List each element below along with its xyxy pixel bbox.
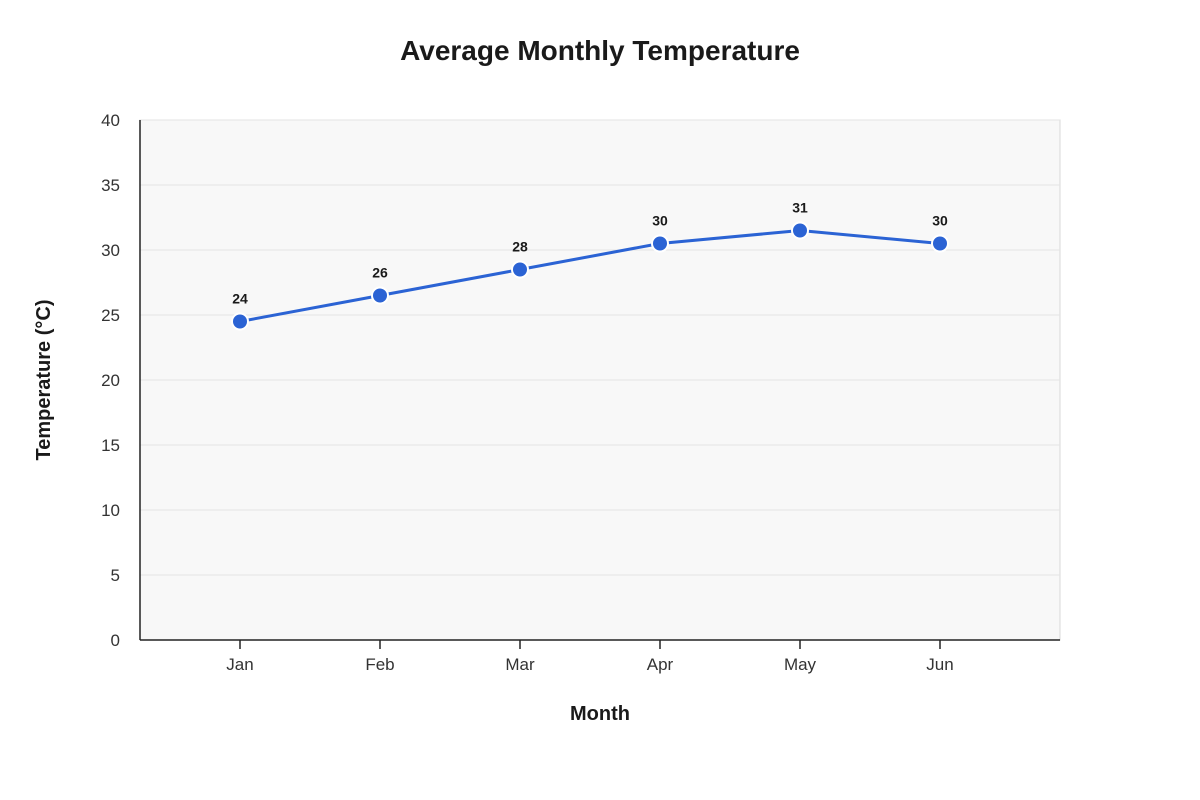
x-tick-label: Jun [926,655,953,674]
data-point [791,221,809,240]
y-tick-label: 35 [101,176,120,195]
data-label: 30 [932,213,948,229]
y-axis-title: Temperature (°C) [33,300,55,461]
y-tick-label: 10 [101,501,120,520]
series-line [238,229,942,323]
chart-title: Average Monthly Temperature [400,35,800,66]
y-tick-label: 15 [101,436,120,455]
data-point [651,234,669,253]
data-label: 24 [232,291,248,307]
data-point [931,234,949,253]
y-tick-label: 0 [111,631,120,650]
data-point [231,312,249,331]
y-tick-label: 40 [101,111,120,130]
data-point [511,260,529,279]
series-layer [231,221,949,331]
y-tick-label: 20 [101,371,120,390]
y-tick-label: 30 [101,241,120,260]
data-labels: 24 26 28 30 31 30 [232,200,948,307]
data-label: 31 [792,200,808,216]
x-tick-label: Jan [226,655,253,674]
x-axis-title: Month [570,703,630,725]
y-axis-ticks: 0 5 10 15 20 25 30 35 40 [101,111,120,650]
x-axis-ticks: Jan Feb Mar Apr May Jun [226,640,954,674]
x-tick-label: Feb [365,655,394,674]
x-tick-label: Apr [647,655,674,674]
data-label: 30 [652,213,668,229]
x-tick-label: Mar [505,655,535,674]
data-point [371,286,389,305]
data-label: 26 [372,265,388,281]
x-tick-label: May [784,655,817,674]
data-label: 28 [512,239,528,255]
gridlines [140,119,1060,576]
y-tick-label: 25 [101,306,120,325]
y-tick-label: 5 [111,566,120,585]
